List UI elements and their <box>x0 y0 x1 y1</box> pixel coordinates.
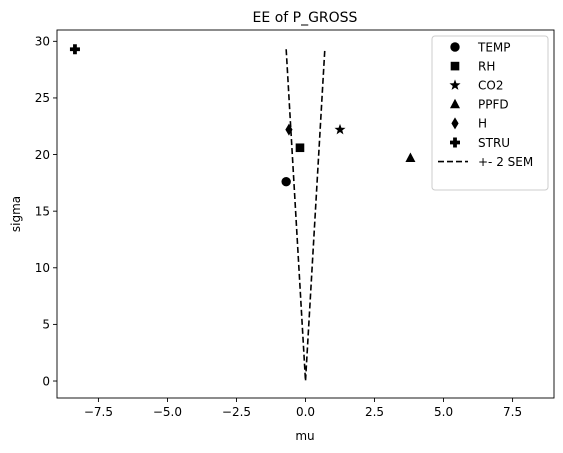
x-tick-label: 7.5 <box>503 405 522 419</box>
legend-label-stru: STRU <box>478 136 510 150</box>
data-point-rh <box>295 143 305 153</box>
y-tick-label: 10 <box>35 261 50 275</box>
y-axis-label: sigma <box>9 196 23 232</box>
x-tick-label: −7.5 <box>84 405 113 419</box>
data-point-temp <box>281 177 291 187</box>
x-tick-label: 2.5 <box>365 405 384 419</box>
legend-marker-temp <box>450 42 460 52</box>
legend-label-rh: RH <box>478 59 495 73</box>
data-point-ppfd <box>405 152 416 162</box>
x-tick-label: 5.0 <box>434 405 453 419</box>
legend-marker-stru <box>450 137 460 148</box>
y-tick-label: 25 <box>35 91 50 105</box>
legend-marker-ppfd <box>450 98 460 109</box>
legend-marker-co2 <box>449 79 461 90</box>
y-tick-label: 15 <box>35 204 50 218</box>
y-tick-label: 5 <box>42 318 50 332</box>
data-point-co2 <box>334 123 346 135</box>
data-point-h <box>285 123 293 136</box>
x-tick-label: −5.0 <box>153 405 182 419</box>
legend-marker-rh <box>450 61 460 71</box>
legend-label-h: H <box>478 117 487 131</box>
x-tick-label: −2.5 <box>222 405 251 419</box>
legend-label-sem: +- 2 SEM <box>478 155 533 169</box>
legend: TEMP RH CO2 PPFD H STRU +- 2 SEM <box>431 35 549 191</box>
sem-dashed-line <box>285 49 326 382</box>
chart-title: EE of P_GROSS <box>253 10 358 26</box>
x-axis-label: mu <box>295 429 314 443</box>
y-tick-label: 20 <box>35 148 50 162</box>
legend-label-temp: TEMP <box>477 40 511 54</box>
legend-marker-h <box>451 117 459 130</box>
x-tick-label: 0.0 <box>296 405 315 419</box>
y-tick-label: 30 <box>35 35 50 49</box>
y-tick-label: 0 <box>42 374 50 388</box>
data-point-stru <box>69 44 80 55</box>
legend-frame <box>431 35 549 191</box>
legend-label-ppfd: PPFD <box>478 98 509 112</box>
legend-label-co2: CO2 <box>478 79 503 93</box>
